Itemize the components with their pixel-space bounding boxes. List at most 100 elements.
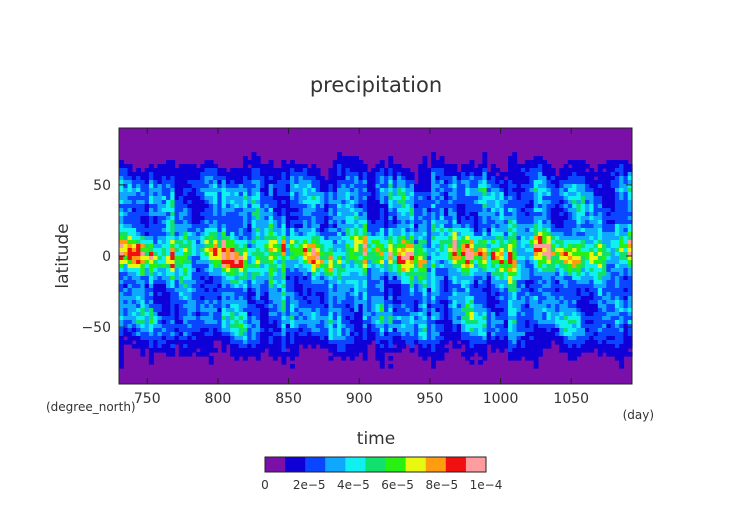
heatmap-cell	[294, 256, 300, 261]
heatmap-cell	[619, 160, 625, 165]
heatmap-cell	[183, 264, 189, 269]
heatmap-cell	[593, 180, 599, 185]
heatmap-cell	[623, 188, 629, 193]
heatmap-cell	[221, 216, 227, 221]
heatmap-cell	[405, 208, 411, 213]
heatmap-cell	[606, 216, 612, 221]
heatmap-cell	[157, 240, 163, 245]
heatmap-cell	[482, 284, 488, 289]
heatmap-cell	[375, 176, 381, 181]
heatmap-cell	[260, 320, 265, 325]
heatmap-cell	[187, 280, 193, 285]
heatmap-cell	[294, 268, 300, 273]
heatmap-cell	[614, 276, 620, 281]
heatmap-cell	[478, 196, 483, 201]
heatmap-cell	[503, 280, 509, 285]
heatmap-cell	[533, 160, 539, 165]
heatmap-cell	[473, 184, 479, 189]
heatmap-cell	[520, 312, 526, 317]
heatmap-cell	[255, 304, 261, 309]
heatmap-cell	[315, 184, 321, 189]
heatmap-cell	[337, 204, 342, 209]
heatmap-cell	[225, 204, 231, 209]
heatmap-cell	[144, 184, 150, 189]
heatmap-cell	[136, 268, 141, 273]
heatmap-cell	[508, 300, 513, 305]
heatmap-cell	[349, 208, 355, 213]
heatmap-cell	[529, 240, 535, 245]
heatmap-cell	[371, 244, 377, 249]
heatmap-cell	[533, 256, 539, 261]
heatmap-cell	[572, 168, 578, 173]
heatmap-cell	[238, 264, 244, 269]
heatmap-cell	[533, 312, 539, 317]
heatmap-cell	[285, 220, 291, 225]
heatmap-cell	[610, 212, 616, 217]
heatmap-cell	[174, 328, 180, 333]
heatmap-cell	[345, 184, 351, 189]
heatmap-cell	[345, 288, 351, 293]
heatmap-cell	[307, 204, 312, 209]
heatmap-cell	[178, 200, 184, 205]
heatmap-cell	[439, 316, 445, 321]
heatmap-cell	[285, 192, 291, 197]
heatmap-cell	[602, 180, 607, 185]
heatmap-cell	[272, 252, 278, 257]
heatmap-cell	[503, 264, 509, 269]
heatmap-cell	[251, 164, 257, 169]
heatmap-cell	[580, 160, 586, 165]
heatmap-cell	[302, 228, 308, 233]
heatmap-cell	[345, 276, 351, 281]
heatmap-cell	[166, 248, 171, 253]
heatmap-cell	[264, 328, 270, 333]
heatmap-cell	[349, 308, 355, 313]
heatmap-cell	[465, 208, 471, 213]
heatmap-cell	[213, 204, 218, 209]
heatmap-cell	[298, 324, 304, 329]
heatmap-cell	[619, 320, 625, 325]
heatmap-cell	[183, 328, 189, 333]
heatmap-cell	[520, 308, 526, 313]
heatmap-cell	[242, 212, 248, 217]
heatmap-cell	[627, 244, 633, 249]
heatmap-cell	[461, 176, 466, 181]
heatmap-cell	[358, 324, 364, 329]
heatmap-cell	[144, 248, 150, 253]
heatmap-cell	[277, 284, 283, 289]
heatmap-cell	[319, 320, 325, 325]
heatmap-cell	[516, 232, 522, 237]
heatmap-cell	[388, 292, 394, 297]
heatmap-cell	[627, 192, 633, 197]
heatmap-cell	[311, 172, 317, 177]
heatmap-cell	[225, 276, 231, 281]
heatmap-cell	[298, 232, 304, 237]
heatmap-cell	[302, 216, 308, 221]
heatmap-cell	[247, 260, 253, 265]
heatmap-cell	[469, 240, 475, 245]
heatmap-cell	[183, 320, 189, 325]
heatmap-cell	[439, 196, 445, 201]
heatmap-cell	[572, 288, 578, 293]
heatmap-cell	[187, 288, 193, 293]
heatmap-cell	[187, 328, 193, 333]
heatmap-cell	[567, 168, 573, 173]
heatmap-cell	[572, 268, 578, 273]
heatmap-cell	[217, 268, 223, 273]
heatmap-cell	[354, 208, 360, 213]
heatmap-cell	[260, 312, 265, 317]
heatmap-cell	[315, 240, 321, 245]
heatmap-cell	[379, 216, 385, 221]
heatmap-cell	[208, 272, 214, 277]
heatmap-cell	[478, 232, 483, 237]
heatmap-cell	[418, 200, 424, 205]
heatmap-cell	[529, 312, 535, 317]
heatmap-cell	[362, 180, 368, 185]
heatmap-cell	[315, 324, 321, 329]
heatmap-cell	[140, 296, 146, 301]
heatmap-cell	[307, 328, 312, 333]
heatmap-cell	[315, 248, 321, 253]
heatmap-cell	[533, 324, 539, 329]
heatmap-cell	[388, 192, 394, 197]
heatmap-cell	[409, 312, 415, 317]
heatmap-cell	[208, 196, 214, 201]
